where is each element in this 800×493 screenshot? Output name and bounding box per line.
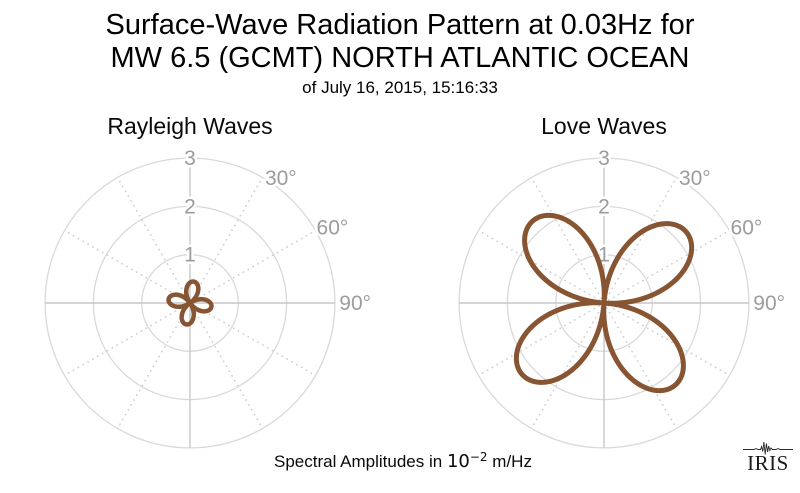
angle-gridline-dotted <box>189 302 317 377</box>
figure-header: Surface-Wave Radiation Pattern at 0.03Hz… <box>0 9 800 100</box>
angle-tick-label: 30° <box>679 167 711 190</box>
r-tick-label: 2 <box>598 195 610 218</box>
r-tick-label: 3 <box>598 147 610 170</box>
angle-gridline-dotted <box>189 176 264 304</box>
angle-tick-label: 90° <box>753 292 785 315</box>
caption-math-base: 10 <box>446 451 470 472</box>
rayleigh-plot-title: Rayleigh Waves <box>107 113 273 139</box>
angle-tick-label: 90° <box>339 292 371 315</box>
figure-subtitle: of July 16, 2015, 15:16:33 <box>302 78 498 97</box>
angle-gridline-dotted <box>63 302 191 377</box>
angle-gridline-dotted <box>603 176 678 304</box>
r-tick-label: 3 <box>184 147 196 170</box>
caption-prefix: Spectral Amplitudes in <box>274 452 443 471</box>
angle-gridline-dotted <box>530 302 605 430</box>
angle-gridline-dotted <box>603 302 731 377</box>
angle-gridline-dotted <box>477 302 605 377</box>
angle-gridline-dotted <box>603 229 731 304</box>
angle-tick-label: 30° <box>265 167 297 190</box>
iris-logo: IRIS <box>741 441 795 475</box>
figure-title-line2: MW 6.5 (GCMT) NORTH ATLANTIC OCEAN <box>110 42 690 74</box>
angle-gridline-dotted <box>189 302 264 430</box>
r-tick-label: 2 <box>184 195 196 218</box>
seismogram-icon <box>743 441 793 455</box>
angle-gridline-dotted <box>530 176 605 304</box>
angle-gridline-dotted <box>63 229 191 304</box>
love-plot-title: Love Waves <box>541 113 667 139</box>
caption-math-exponent: −2 <box>469 450 488 464</box>
figure-title-line1: Surface-Wave Radiation Pattern at 0.03Hz… <box>105 9 695 41</box>
angle-gridline-dotted <box>116 302 191 430</box>
angle-gridline-dotted <box>603 302 678 430</box>
rayleigh-polar-plot: 1 2 3 30° 60° 90° <box>44 145 374 449</box>
caption-math-amplitude-units: 10−2 <box>446 450 488 472</box>
r-tick-label: 1 <box>184 244 196 267</box>
figure-caption: Spectral Amplitudes in 10−2 m/Hz <box>0 450 800 472</box>
iris-logo-text: IRIS <box>747 451 789 475</box>
angle-gridline-dotted <box>477 229 605 304</box>
radiation-pattern-curve <box>166 279 214 327</box>
radiation-pattern-curve <box>513 212 695 394</box>
angle-tick-label: 60° <box>317 216 349 239</box>
caption-suffix: m/Hz <box>492 452 532 471</box>
angle-tick-label: 60° <box>731 216 763 239</box>
angle-gridline-dotted <box>189 229 317 304</box>
angle-gridline-dotted <box>116 176 191 304</box>
